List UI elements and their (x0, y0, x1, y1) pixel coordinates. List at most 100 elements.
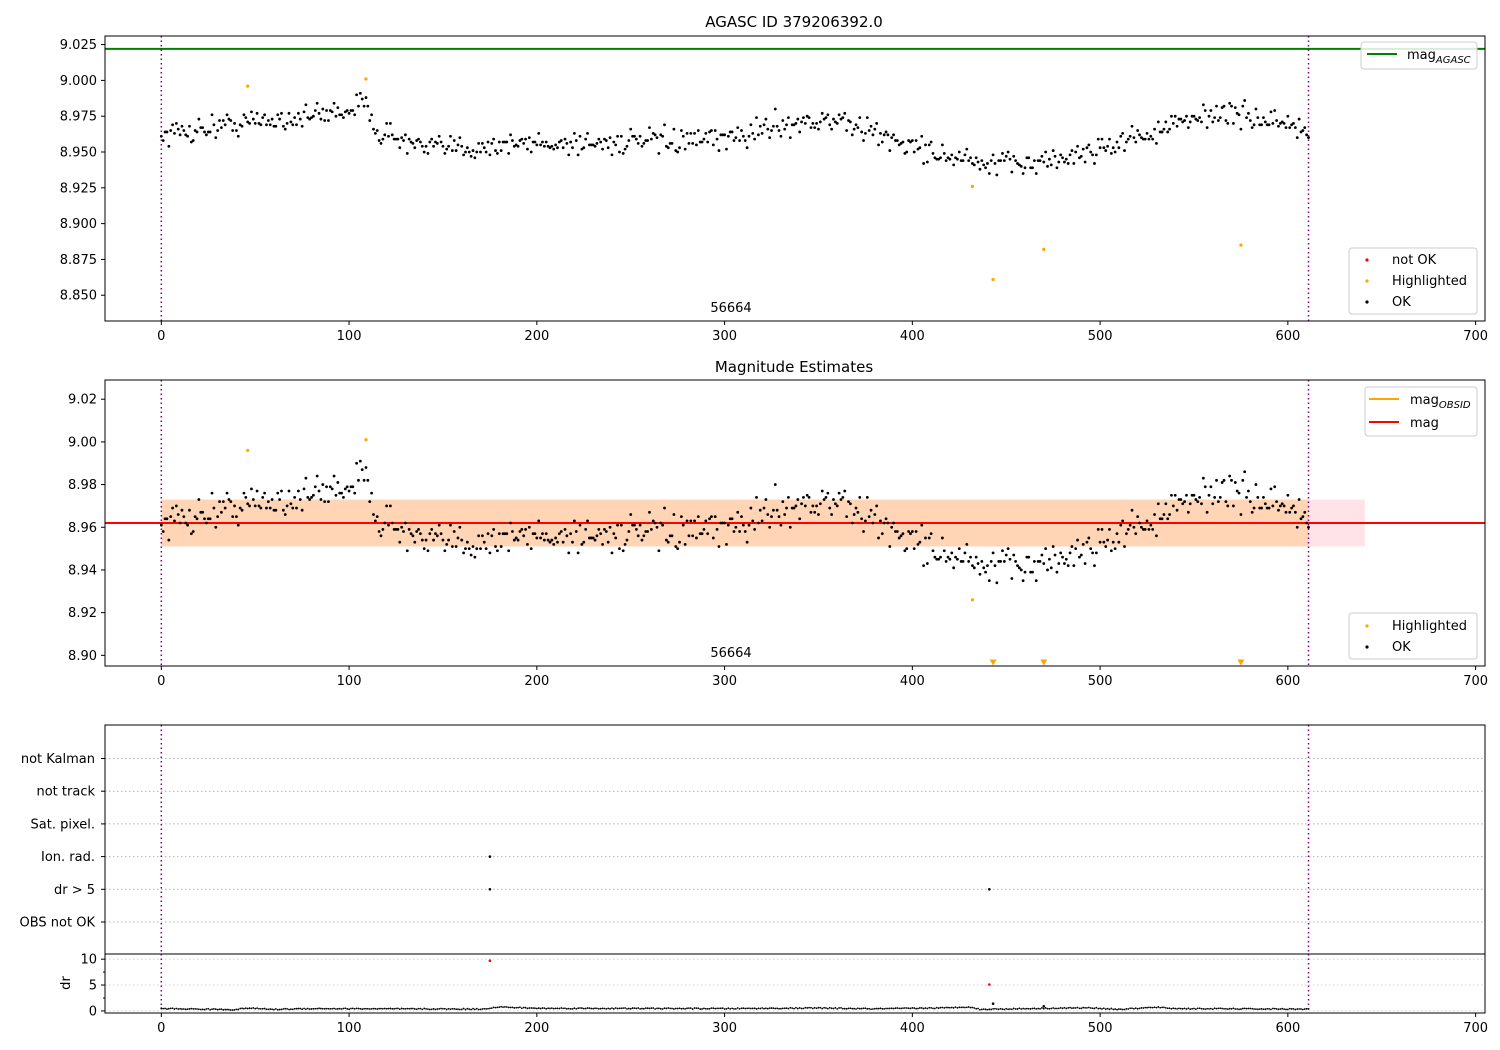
dr-point (1193, 1007, 1195, 1010)
ok-point (976, 160, 980, 164)
ok-point (537, 131, 541, 135)
ok-point (777, 129, 781, 132)
ok-point (867, 515, 871, 518)
ok-point (437, 134, 441, 138)
dr-point (224, 1008, 227, 1011)
dr-point (669, 1007, 672, 1010)
ok-point (657, 152, 661, 155)
ok-point (388, 504, 392, 508)
dr-point (511, 1006, 514, 1009)
dr-point (526, 1007, 529, 1010)
ok-point (599, 532, 603, 536)
ok-point (1275, 500, 1278, 504)
dr-point (969, 1006, 972, 1009)
dr-point (1146, 1006, 1148, 1009)
ok-point (736, 510, 740, 514)
dr-point (890, 1007, 893, 1010)
dr-point (941, 1006, 944, 1009)
panel1-frame (104, 35, 1486, 322)
dr-point (1138, 1007, 1141, 1010)
dr-point (1281, 1007, 1284, 1010)
ok-point (1076, 144, 1079, 148)
ok-point (1119, 523, 1123, 527)
ok-point (441, 538, 445, 542)
ok-point (526, 147, 529, 151)
ok-point (871, 521, 875, 525)
dr-point (580, 1007, 583, 1009)
ok-point (1241, 104, 1245, 108)
ok-point (413, 540, 417, 544)
ok-point (901, 532, 905, 536)
ok-point (388, 121, 392, 125)
flag-row-label: Sat. pixel. (31, 817, 95, 832)
ok-point (1188, 502, 1192, 506)
dr-point (1185, 1008, 1188, 1010)
ok-point (265, 123, 268, 127)
ok-point (1252, 123, 1256, 127)
dr-point (695, 1007, 698, 1010)
ok-point (443, 152, 447, 155)
legend-label-highlighted: Highlighted (1392, 274, 1467, 289)
ok-point (300, 508, 304, 512)
dr-point (731, 1007, 734, 1010)
ok-point (1096, 137, 1100, 141)
ok-point (1143, 137, 1147, 141)
ok-point (839, 498, 843, 501)
ok-point (1044, 150, 1048, 154)
dr-point (1102, 1007, 1105, 1010)
ok-point (319, 498, 323, 501)
ok-point (317, 489, 321, 493)
ok-point (1021, 172, 1025, 175)
ok-point (261, 495, 265, 499)
dr-point (686, 1007, 688, 1010)
dr-point (1268, 1008, 1270, 1010)
ok-point (469, 154, 473, 158)
panel-agasc: AGASC ID 379206392.0 8.8508.8758.9008.92… (60, 13, 1488, 344)
ok-point (430, 528, 434, 531)
dr-point (950, 1006, 953, 1009)
dr-point (182, 1008, 185, 1010)
dr-point (911, 1007, 914, 1009)
ok-point (167, 538, 171, 542)
y-tick-label: 8.900 (60, 217, 97, 232)
dr-point (1061, 1007, 1064, 1010)
ok-point (1168, 127, 1171, 131)
ok-point (1280, 502, 1284, 506)
ok-point (458, 136, 462, 140)
ok-point (203, 517, 206, 521)
dr-point (954, 1006, 957, 1009)
dr-point (274, 1007, 277, 1010)
ok-point (1241, 478, 1245, 482)
dr-point (1255, 1008, 1257, 1011)
ok-point (991, 153, 995, 157)
dr-point (462, 1007, 465, 1010)
ok-point (1209, 109, 1213, 112)
ok-point (993, 162, 997, 165)
ok-point (920, 523, 924, 527)
ok-point (967, 560, 971, 563)
dr-point (524, 1006, 527, 1009)
ok-point (717, 545, 721, 548)
dr-point (648, 1007, 651, 1010)
ok-point (783, 127, 787, 131)
ok-point (1168, 513, 1171, 516)
dr-point (186, 1008, 189, 1011)
ok-point (1046, 164, 1049, 168)
ok-point (420, 144, 424, 148)
y-tick-label: 8.92 (68, 606, 97, 621)
ok-point (1155, 534, 1158, 538)
ok-point (766, 127, 770, 131)
ok-point (603, 528, 606, 531)
panel4-marks (105, 954, 1485, 1013)
dr-point (804, 1006, 807, 1009)
ok-point (332, 101, 336, 105)
dr-point (301, 1008, 304, 1011)
dr-point (1007, 1008, 1010, 1011)
ok-point (787, 495, 790, 499)
ok-point (347, 489, 351, 493)
ok-point (905, 150, 909, 154)
ok-point (417, 528, 420, 531)
ok-point (188, 508, 191, 512)
ok-point (336, 106, 340, 110)
dr-point (522, 1006, 525, 1009)
